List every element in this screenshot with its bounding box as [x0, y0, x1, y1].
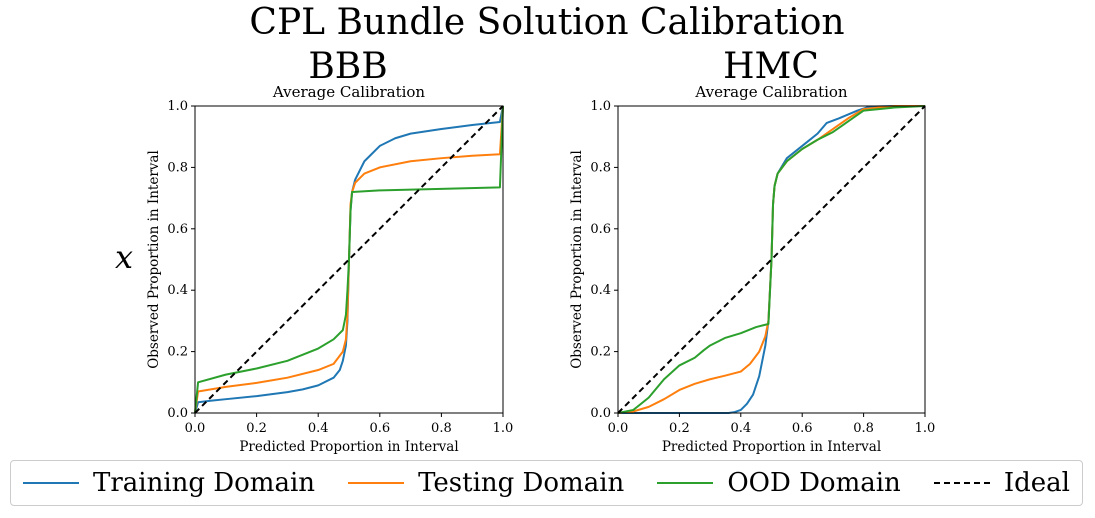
row-label: x — [115, 238, 133, 276]
y-tick-label: 0.2 — [167, 345, 188, 360]
plot-frame — [617, 105, 926, 414]
y-axis-label: Observed Proportion in Interval — [146, 150, 162, 369]
x-tick-label: 1.0 — [915, 421, 936, 436]
y-tick-label: 0.4 — [167, 283, 188, 298]
legend-swatch-training — [23, 482, 79, 484]
x-tick-label: 0.4 — [308, 421, 329, 436]
legend-label-ideal: Ideal — [1003, 468, 1070, 498]
x-tick-label: 1.0 — [493, 421, 514, 436]
legend: Training Domain Testing Domain OOD Domai… — [10, 460, 1083, 506]
x-tick-label: 0.8 — [853, 421, 874, 436]
series-line-ideal — [194, 105, 504, 414]
y-tick-label: 1.0 — [167, 99, 188, 114]
legend-swatch-ood — [657, 482, 714, 484]
plot-frame — [194, 105, 504, 414]
y-tick-label: 0.2 — [590, 345, 611, 360]
series-line-ood-domain — [194, 105, 504, 414]
chart-title: Average Calibration — [694, 83, 848, 101]
legend-swatch-testing — [348, 482, 405, 484]
legend-item-ood: OOD Domain — [657, 468, 901, 498]
x-tick-label: 0.6 — [792, 421, 813, 436]
legend-label-testing: Testing Domain — [418, 468, 625, 498]
legend-item-testing: Testing Domain — [348, 468, 624, 498]
figure-title: CPL Bundle Solution Calibration — [249, 2, 844, 43]
chart-title: Average Calibration — [272, 83, 426, 101]
x-tick-label: 0.8 — [431, 421, 452, 436]
x-tick-label: 0.4 — [730, 421, 751, 436]
panel-title: HMC — [723, 46, 819, 87]
y-tick-label: 1.0 — [590, 99, 611, 114]
legend-item-training: Training Domain — [23, 468, 315, 498]
y-tick-label: 0.0 — [590, 406, 611, 421]
x-tick-label: 0.0 — [185, 421, 206, 436]
legend-item-ideal: Ideal — [933, 468, 1070, 498]
legend-label-training: Training Domain — [93, 468, 316, 498]
y-tick-label: 0.8 — [590, 160, 611, 175]
series-line-ood-domain — [617, 105, 926, 414]
panel-title: BBB — [308, 46, 387, 87]
y-tick-label: 0.6 — [590, 222, 611, 237]
y-axis-label: Observed Proportion in Interval — [569, 150, 585, 369]
series-line-ideal — [617, 105, 926, 414]
x-tick-label: 0.2 — [669, 421, 690, 436]
x-tick-label: 0.2 — [246, 421, 267, 436]
x-tick-label: 0.6 — [369, 421, 390, 436]
y-tick-label: 0.8 — [167, 160, 188, 175]
x-tick-label: 0.0 — [608, 421, 629, 436]
y-tick-label: 0.0 — [167, 406, 188, 421]
legend-swatch-ideal — [933, 482, 990, 484]
y-tick-label: 0.6 — [167, 222, 188, 237]
x-axis-label: Predicted Proportion in Interval — [662, 439, 881, 455]
legend-label-ood: OOD Domain — [727, 468, 901, 498]
y-tick-label: 0.4 — [590, 283, 611, 298]
x-axis-label: Predicted Proportion in Interval — [239, 439, 458, 455]
